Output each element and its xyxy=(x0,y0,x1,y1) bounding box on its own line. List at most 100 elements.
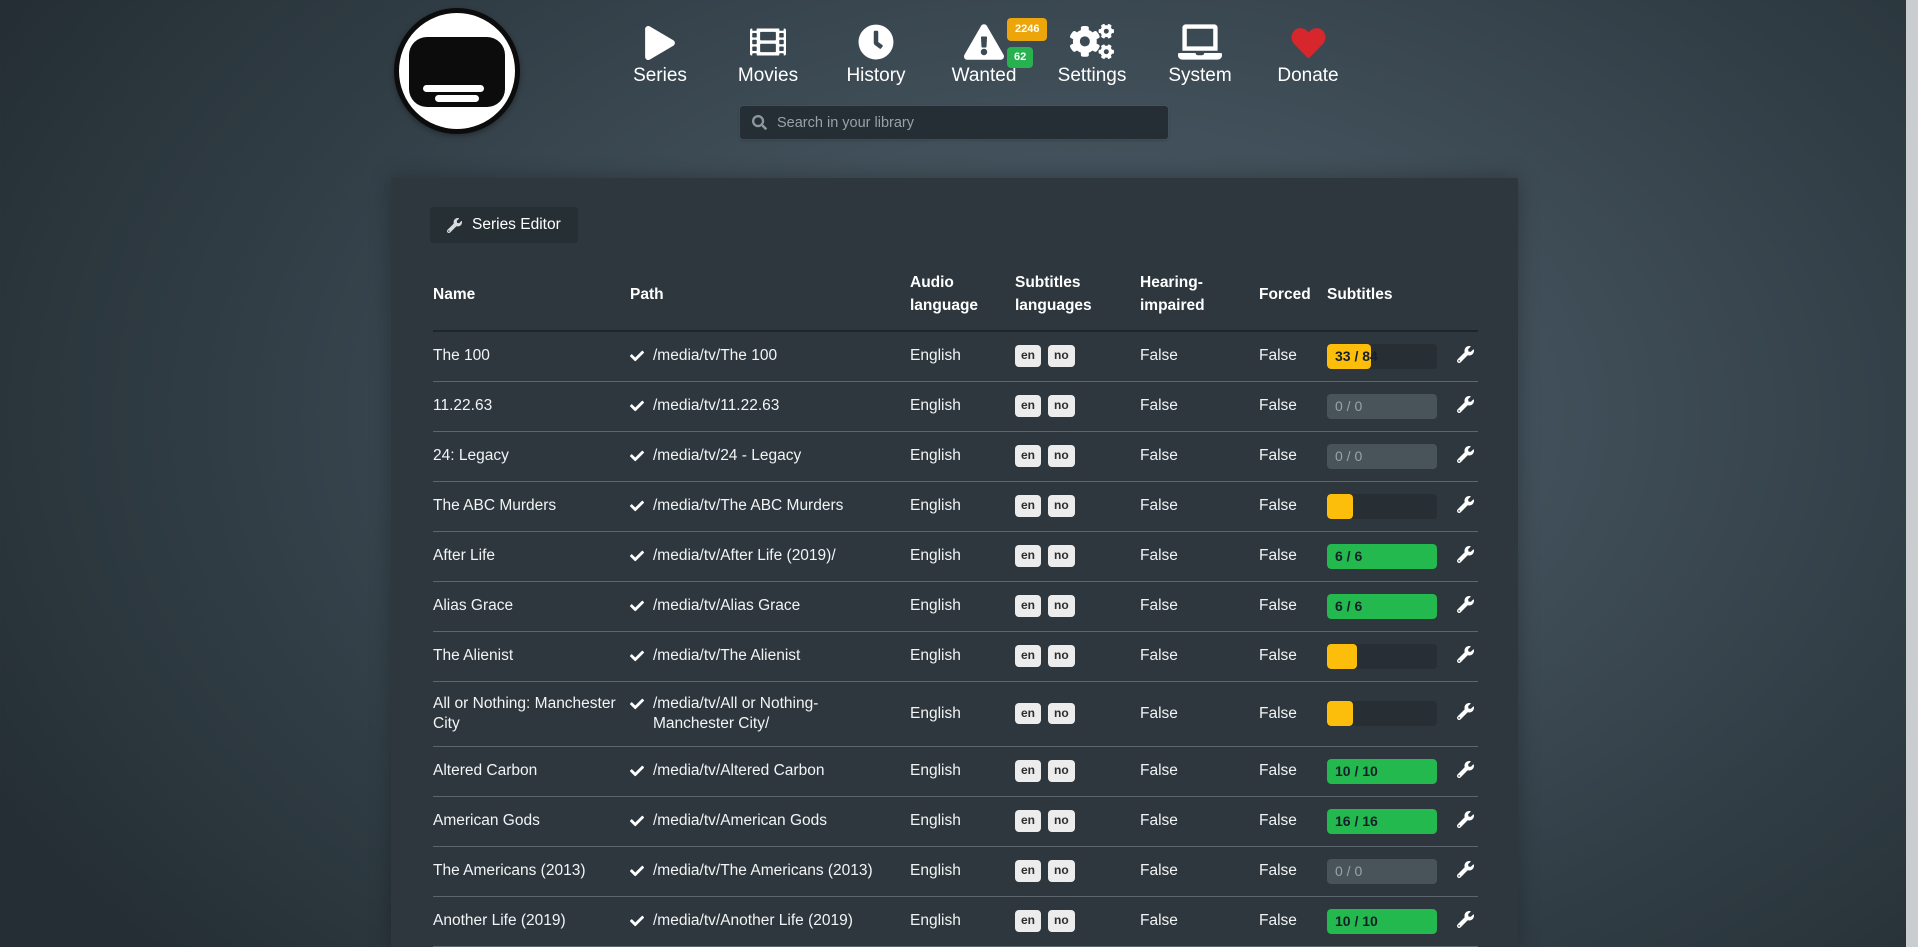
nav-item-wanted[interactable]: 2246 62 Wanted xyxy=(930,14,1048,87)
subtitles-languages: en no xyxy=(1015,910,1140,932)
wanted-badges: 2246 62 xyxy=(1007,18,1048,68)
series-path-text: /media/tv/American Gods xyxy=(653,812,828,829)
edit-series-button[interactable] xyxy=(1455,644,1476,665)
subtitle-language-badge: no xyxy=(1048,860,1075,882)
series-path-text: /media/tv/The Alienist xyxy=(653,647,801,664)
progress-label: 10 / 10 xyxy=(1335,913,1378,929)
subtitles-progress-cell: 0 / 0 xyxy=(1327,393,1439,419)
subtitle-language-badge: en xyxy=(1015,860,1042,882)
column-header-name: Name xyxy=(433,285,476,303)
hearing-impaired-value: False xyxy=(1140,862,1178,879)
wrench-icon xyxy=(1457,546,1474,563)
forced-value: False xyxy=(1259,762,1297,779)
wrench-icon xyxy=(1457,346,1474,363)
subtitle-language-badge: no xyxy=(1048,495,1075,517)
hearing-impaired-value: False xyxy=(1140,704,1178,722)
column-header-audio-language: Audio language xyxy=(910,274,979,315)
edit-series-button[interactable] xyxy=(1455,909,1476,930)
edit-series-button[interactable] xyxy=(1455,809,1476,830)
check-icon xyxy=(630,864,644,878)
subtitle-language-badge: en xyxy=(1015,545,1042,567)
edit-series-button[interactable] xyxy=(1455,759,1476,780)
series-path-text: /media/tv/Altered Carbon xyxy=(653,762,825,779)
wrench-icon xyxy=(1457,811,1474,828)
subtitles-languages: en no xyxy=(1015,645,1140,667)
wrench-icon xyxy=(1457,646,1474,663)
series-path: /media/tv/The Americans (2013) xyxy=(630,861,910,881)
table-row: After Life /media/tv/After Life (2019)/ … xyxy=(433,530,1478,581)
subtitle-language-badge: no xyxy=(1048,760,1075,782)
series-path: /media/tv/Altered Carbon xyxy=(630,761,910,781)
subtitles-progress-bar: 6 / 6 xyxy=(1327,593,1437,619)
table-row: 24: Legacy /media/tv/24 - Legacy English… xyxy=(433,430,1478,481)
series-path-text: /media/tv/The 100 xyxy=(653,347,778,364)
audio-language: English xyxy=(910,547,961,564)
subtitle-language-badge: en xyxy=(1015,810,1042,832)
page-scrollbar[interactable] xyxy=(1906,0,1918,947)
series-name: Altered Carbon xyxy=(433,762,538,779)
subtitles-languages: en no xyxy=(1015,395,1140,417)
nav-item-donate[interactable]: Donate xyxy=(1254,14,1362,87)
series-editor-button[interactable]: Series Editor xyxy=(430,207,578,243)
subtitles-progress-cell xyxy=(1327,493,1439,519)
series-name: The ABC Murders xyxy=(433,497,557,514)
progress-label: 10 / 10 xyxy=(1335,763,1378,779)
series-path-text: /media/tv/Alias Grace xyxy=(653,597,801,614)
wrench-icon xyxy=(447,218,462,233)
edit-series-button[interactable] xyxy=(1455,394,1476,415)
series-path: /media/tv/After Life (2019)/ xyxy=(630,546,910,566)
audio-language: English xyxy=(910,397,961,414)
subtitles-progress-bar: 10 / 10 xyxy=(1327,758,1437,784)
subtitles-progress-cell xyxy=(1327,643,1439,669)
table-body: The 100 /media/tv/The 100 English en no F… xyxy=(433,332,1478,947)
subtitles-progress-bar: 10 / 10 xyxy=(1327,908,1437,934)
forced-value: False xyxy=(1259,704,1297,722)
check-icon xyxy=(630,599,644,613)
edit-series-button[interactable] xyxy=(1455,444,1476,465)
hearing-impaired-value: False xyxy=(1140,547,1178,564)
subtitle-language-badge: en xyxy=(1015,395,1042,417)
subtitles-progress-cell: 6 / 6 xyxy=(1327,543,1439,569)
progress-label: 33 / 84 xyxy=(1335,348,1378,364)
check-icon xyxy=(630,399,644,413)
series-path: /media/tv/American Gods xyxy=(630,811,910,831)
progress-fill xyxy=(1327,493,1354,519)
search-input[interactable] xyxy=(777,114,1156,131)
series-name: 11.22.63 xyxy=(433,397,493,414)
series-path-text: /media/tv/The ABC Murders xyxy=(653,497,844,514)
laptop-icon xyxy=(1146,14,1254,60)
column-header-path: Path xyxy=(630,285,664,303)
subtitles-progress-bar xyxy=(1327,701,1437,726)
edit-series-button[interactable] xyxy=(1455,344,1476,365)
bazarr-logo[interactable] xyxy=(394,8,520,134)
nav-item-series[interactable]: Series xyxy=(606,14,714,87)
series-name: The Americans (2013) xyxy=(433,862,586,879)
nav-item-movies[interactable]: Movies xyxy=(714,14,822,87)
subtitles-languages: en no xyxy=(1015,445,1140,467)
nav-item-system[interactable]: System xyxy=(1146,14,1254,87)
edit-series-button[interactable] xyxy=(1455,494,1476,515)
nav-label: Series xyxy=(633,65,687,86)
progress-label: 0 / 0 xyxy=(1335,398,1363,414)
subtitles-progress-cell: 6 / 6 xyxy=(1327,593,1439,619)
column-header-forced: Forced xyxy=(1259,285,1311,303)
nav-item-settings[interactable]: Settings xyxy=(1038,14,1146,87)
edit-series-button[interactable] xyxy=(1455,859,1476,880)
subtitles-languages: en no xyxy=(1015,760,1140,782)
audio-language: English xyxy=(910,447,961,464)
edit-series-button[interactable] xyxy=(1455,701,1476,722)
subtitles-progress-cell: 16 / 16 xyxy=(1327,808,1439,834)
nav-label: History xyxy=(846,65,906,86)
check-icon xyxy=(630,814,644,828)
series-name: All or Nothing: Manchester City xyxy=(433,694,616,732)
hearing-impaired-value: False xyxy=(1140,397,1178,414)
progress-fill xyxy=(1327,593,1437,619)
wrench-icon xyxy=(1457,703,1474,720)
table-header-row: Name Path Audio language Subtitles langu… xyxy=(433,269,1478,332)
wrench-icon xyxy=(1457,496,1474,513)
nav-item-history[interactable]: History xyxy=(822,14,930,87)
edit-series-button[interactable] xyxy=(1455,544,1476,565)
series-path-text: /media/tv/After Life (2019)/ xyxy=(653,547,836,564)
edit-series-button[interactable] xyxy=(1455,594,1476,615)
series-name: After Life xyxy=(433,547,496,564)
